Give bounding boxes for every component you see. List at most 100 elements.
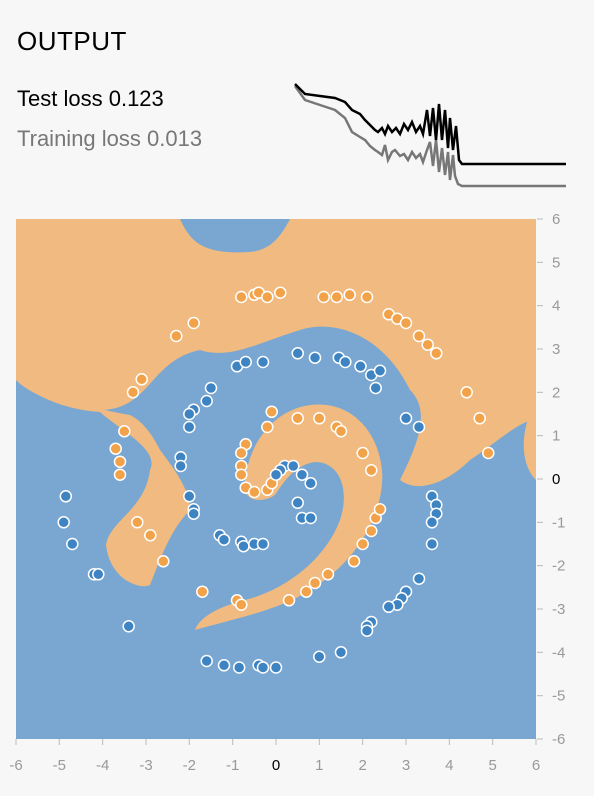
x-tick-label: 3 bbox=[402, 757, 410, 774]
y-tick-label: 0 bbox=[552, 471, 560, 488]
blue-data-point bbox=[427, 539, 438, 550]
blue-data-point bbox=[336, 647, 347, 658]
blue-data-point bbox=[362, 625, 373, 636]
blue-data-point bbox=[292, 348, 303, 359]
orange-data-point bbox=[171, 331, 182, 342]
blue-data-point bbox=[184, 422, 195, 433]
y-tick-label: 5 bbox=[552, 254, 560, 271]
orange-data-point bbox=[236, 448, 247, 459]
orange-data-point bbox=[119, 426, 130, 437]
orange-data-point bbox=[236, 599, 247, 610]
blue-data-point bbox=[383, 601, 394, 612]
orange-data-point bbox=[115, 456, 126, 467]
x-tick-label: -2 bbox=[183, 757, 196, 774]
x-tick-label: 4 bbox=[445, 757, 453, 774]
orange-data-point bbox=[136, 374, 147, 385]
blue-data-point bbox=[258, 357, 269, 368]
orange-data-point bbox=[431, 348, 442, 359]
orange-data-point bbox=[145, 530, 156, 541]
orange-data-point bbox=[284, 595, 295, 606]
blue-data-point bbox=[240, 357, 251, 368]
blue-data-point bbox=[355, 361, 366, 372]
orange-data-point bbox=[362, 292, 373, 303]
x-axis-ticks: -6 -5 -4 -3 -2 -1 0 1 2 3 4 5 6 bbox=[9, 739, 540, 774]
x-tick-label: -4 bbox=[96, 757, 109, 774]
x-tick-label: 0 bbox=[272, 757, 280, 774]
x-tick-label: -3 bbox=[139, 757, 152, 774]
x-tick-label: 1 bbox=[315, 757, 323, 774]
blue-data-point bbox=[234, 662, 245, 673]
orange-data-point bbox=[314, 413, 325, 424]
y-axis-ticks: 6 5 4 3 2 1 0 -1 -2 -3 -4 -5 -6 bbox=[537, 211, 565, 748]
orange-data-point bbox=[188, 318, 199, 329]
y-tick-label: 2 bbox=[552, 384, 560, 401]
orange-data-point bbox=[401, 318, 412, 329]
y-tick-label: -1 bbox=[552, 514, 565, 531]
orange-data-point bbox=[375, 504, 386, 515]
orange-data-point bbox=[483, 448, 494, 459]
orange-data-point bbox=[310, 578, 321, 589]
orange-data-point bbox=[422, 339, 433, 350]
orange-data-point bbox=[128, 387, 139, 398]
blue-data-point bbox=[271, 469, 282, 480]
blue-data-point bbox=[305, 513, 316, 524]
blue-data-point bbox=[175, 461, 186, 472]
blue-data-point bbox=[219, 534, 230, 545]
blue-data-point bbox=[305, 478, 316, 489]
blue-data-point bbox=[314, 651, 325, 662]
orange-data-point bbox=[344, 289, 355, 300]
orange-data-point bbox=[366, 526, 377, 537]
blue-data-point bbox=[93, 569, 104, 580]
y-tick-label: 6 bbox=[552, 211, 560, 228]
orange-data-point bbox=[115, 469, 126, 480]
x-tick-label: 5 bbox=[488, 757, 496, 774]
y-tick-label: 1 bbox=[552, 428, 560, 445]
orange-data-point bbox=[262, 422, 273, 433]
blue-data-point bbox=[188, 508, 199, 519]
blue-data-point bbox=[370, 383, 381, 394]
orange-data-point bbox=[461, 387, 472, 398]
blue-data-point bbox=[184, 491, 195, 502]
y-tick-label: 3 bbox=[552, 341, 560, 358]
y-tick-label: -5 bbox=[552, 688, 565, 705]
orange-data-point bbox=[236, 469, 247, 480]
y-tick-label: -6 bbox=[552, 731, 565, 748]
blue-data-point bbox=[201, 396, 212, 407]
orange-data-point bbox=[357, 448, 368, 459]
orange-data-point bbox=[323, 569, 334, 580]
orange-data-point bbox=[266, 406, 277, 417]
blue-data-point bbox=[238, 541, 249, 552]
blue-data-point bbox=[123, 621, 134, 632]
orange-data-point bbox=[318, 292, 329, 303]
blue-data-point bbox=[271, 662, 282, 673]
blue-data-point bbox=[258, 662, 269, 673]
orange-data-point bbox=[236, 292, 247, 303]
blue-data-point bbox=[288, 461, 299, 472]
x-tick-label: 2 bbox=[358, 757, 366, 774]
blue-data-point bbox=[201, 656, 212, 667]
orange-data-point bbox=[357, 539, 368, 550]
orange-data-point bbox=[249, 487, 260, 498]
blue-data-point bbox=[297, 469, 308, 480]
blue-data-point bbox=[414, 573, 425, 584]
y-tick-label: -3 bbox=[552, 601, 565, 618]
orange-data-point bbox=[132, 517, 143, 528]
orange-data-point bbox=[331, 292, 342, 303]
blue-data-point bbox=[184, 409, 195, 420]
blue-data-point bbox=[219, 660, 230, 671]
orange-data-point bbox=[349, 556, 360, 567]
orange-data-point bbox=[110, 443, 121, 454]
orange-data-point bbox=[414, 331, 425, 342]
blue-data-point bbox=[310, 352, 321, 363]
blue-data-point bbox=[206, 383, 217, 394]
orange-data-point bbox=[366, 465, 377, 476]
blue-data-point bbox=[414, 422, 425, 433]
blue-data-point bbox=[401, 413, 412, 424]
orange-data-point bbox=[301, 586, 312, 597]
blue-data-point bbox=[427, 517, 438, 528]
y-tick-label: -2 bbox=[552, 558, 565, 575]
blue-data-point bbox=[292, 497, 303, 508]
y-tick-label: 4 bbox=[552, 298, 560, 315]
orange-data-point bbox=[197, 586, 208, 597]
